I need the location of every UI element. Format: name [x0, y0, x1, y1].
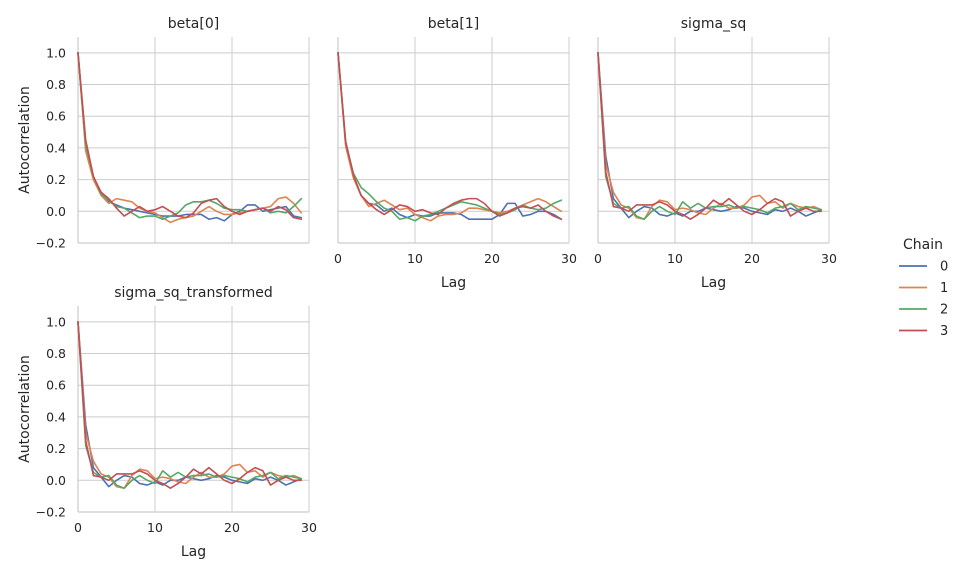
y-tick-label: 0.2 [46, 441, 66, 456]
x-tick-label: 10 [147, 520, 163, 535]
series-line-chain-0 [77, 321, 303, 488]
series-group [77, 52, 303, 224]
y-tick-label: 0.4 [46, 140, 66, 155]
x-tick-label: 30 [561, 251, 577, 266]
panel-title: sigma_sq_transformed [114, 285, 273, 301]
series-line-chain-3 [77, 321, 303, 490]
x-axis-label: Lag [701, 275, 726, 291]
x-tick-label: 10 [407, 251, 423, 266]
y-tick-label: 1.0 [46, 314, 66, 329]
series-line-chain-3 [597, 52, 823, 221]
y-tick-label: 0.8 [46, 77, 66, 92]
panel-title: beta[1] [428, 16, 479, 32]
legend-entry-chain-3: 3 [899, 324, 948, 339]
x-tick-label: 30 [301, 520, 317, 535]
x-axis-label: Lag [441, 275, 466, 291]
series-line-chain-2 [77, 321, 303, 490]
series-group [77, 321, 303, 490]
legend-entry-chain-1: 1 [899, 281, 948, 296]
series-line-chain-1 [597, 52, 823, 221]
x-tick-label: 0 [334, 251, 342, 266]
x-tick-label: 0 [74, 520, 82, 535]
y-tick-label: 0.0 [46, 204, 66, 219]
legend-entry-chain-2: 2 [899, 303, 948, 318]
series-line-chain-1 [337, 52, 563, 222]
series-line-chain-2 [337, 52, 563, 222]
series-line-chain-1 [77, 52, 303, 224]
y-tick-label: 0.4 [46, 409, 66, 424]
y-axis-label: Autocorrelation [17, 86, 33, 194]
series-line-chain-3 [337, 52, 563, 221]
legend-label: 1 [940, 281, 948, 296]
y-tick-label: 0.6 [46, 109, 66, 124]
series-line-chain-2 [597, 52, 823, 221]
legend-label: 0 [940, 260, 948, 275]
x-tick-label: 20 [224, 520, 240, 535]
series-group [337, 52, 563, 222]
facet-panels: beta[0] −0.2 0.0 0.2 0.4 0.6 0.8 1.0 Autocorrela… [17, 16, 837, 560]
legend: Chain 0 1 2 3 [899, 237, 948, 339]
y-axis-label: Autocorrelation [17, 355, 33, 463]
series-line-chain-0 [77, 52, 303, 222]
legend-label: 2 [940, 303, 948, 318]
y-tick-label: −0.2 [36, 505, 66, 520]
legend-entries: 0 1 2 3 [899, 260, 948, 339]
y-tick-label: 0.2 [46, 172, 66, 187]
panel-sigma-sq: sigma_sq 0 10 20 30 Lag [594, 16, 837, 291]
x-tick-label: 30 [821, 251, 837, 266]
panel-beta-1: beta[1] 0 10 20 30 Lag [334, 16, 577, 291]
x-tick-label: 20 [484, 251, 500, 266]
legend-title: Chain [903, 237, 943, 253]
series-line-chain-3 [77, 52, 303, 221]
panel-title: beta[0] [168, 16, 219, 32]
legend-label: 3 [940, 324, 948, 339]
panel-beta-0: beta[0] −0.2 0.0 0.2 0.4 0.6 0.8 1.0 Autocorrela… [17, 16, 310, 251]
legend-entry-chain-0: 0 [899, 260, 948, 275]
y-tick-label: 0.6 [46, 378, 66, 393]
panel-sigma-sq-transformed: sigma_sq_transformed −0.2 0.0 0.2 0.4 0.6 0.8 1… [17, 285, 317, 560]
series-line-chain-0 [597, 52, 823, 219]
x-tick-label: 20 [744, 251, 760, 266]
panel-title: sigma_sq [681, 16, 746, 32]
series-line-chain-1 [77, 321, 303, 490]
series-group [597, 52, 823, 221]
y-tick-label: 0.8 [46, 346, 66, 361]
y-tick-label: 0.0 [46, 473, 66, 488]
x-tick-label: 0 [594, 251, 602, 266]
y-tick-label: 1.0 [46, 45, 66, 60]
series-line-chain-0 [337, 52, 563, 221]
y-tick-label: −0.2 [36, 236, 66, 251]
x-tick-label: 10 [667, 251, 683, 266]
series-line-chain-2 [77, 52, 303, 221]
x-axis-label: Lag [181, 544, 206, 560]
